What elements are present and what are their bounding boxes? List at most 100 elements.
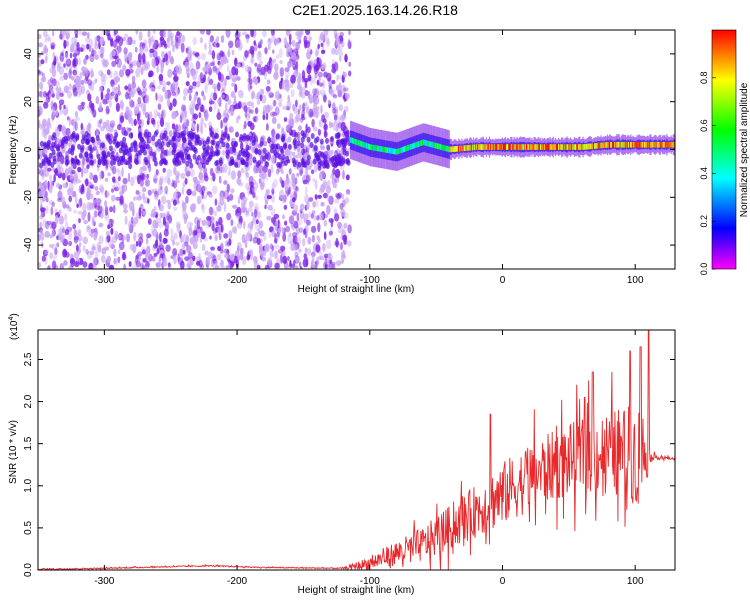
noise-mark bbox=[182, 121, 188, 130]
noise-mark bbox=[184, 165, 188, 174]
signal-ridge bbox=[642, 141, 645, 148]
signal-ridge bbox=[591, 143, 594, 150]
noise-mark bbox=[85, 67, 89, 78]
noise-mark bbox=[74, 121, 78, 131]
noise-mark bbox=[195, 183, 202, 193]
noise-mark bbox=[275, 152, 280, 159]
noise-mark bbox=[119, 69, 124, 78]
signal-ridge bbox=[407, 145, 409, 151]
noise-mark bbox=[67, 90, 72, 99]
signal-ridge bbox=[518, 144, 520, 150]
noise-mark bbox=[264, 264, 270, 269]
noise-mark bbox=[271, 245, 275, 252]
noise-mark bbox=[327, 179, 331, 188]
noise-mark bbox=[40, 89, 43, 99]
noise-mark bbox=[115, 151, 119, 158]
noise-mark bbox=[297, 131, 302, 141]
noise-mark bbox=[127, 156, 132, 163]
noise-mark bbox=[222, 163, 228, 174]
noise-mark bbox=[317, 194, 322, 199]
noise-mark bbox=[214, 234, 218, 242]
signal-ridge bbox=[663, 141, 665, 148]
noise-mark bbox=[214, 86, 217, 94]
noise-mark bbox=[224, 102, 228, 111]
noise-mark bbox=[74, 111, 78, 118]
noise-mark bbox=[163, 43, 168, 49]
noise-mark bbox=[225, 152, 230, 159]
noise-mark bbox=[335, 260, 342, 267]
noise-mark bbox=[237, 170, 242, 178]
noise-mark bbox=[242, 151, 247, 158]
noise-mark bbox=[160, 158, 165, 165]
signal-ridge bbox=[429, 141, 431, 147]
signal-ridge bbox=[660, 141, 663, 148]
noise-mark bbox=[289, 117, 295, 127]
noise-mark bbox=[114, 76, 121, 83]
noise-mark bbox=[325, 239, 332, 250]
noise-mark bbox=[201, 162, 206, 169]
noise-mark bbox=[330, 89, 334, 96]
noise-mark bbox=[158, 73, 164, 82]
noise-mark bbox=[264, 47, 268, 55]
noise-mark bbox=[327, 99, 331, 105]
noise-mark bbox=[209, 206, 213, 215]
noise-mark bbox=[102, 98, 108, 105]
signal-ridge bbox=[442, 144, 444, 151]
snr-series-line bbox=[38, 330, 675, 570]
signal-ridge bbox=[548, 144, 550, 150]
noise-mark bbox=[93, 140, 99, 150]
noise-mark bbox=[197, 231, 202, 238]
noise-mark bbox=[230, 219, 234, 227]
signal-ridge bbox=[650, 141, 652, 148]
noise-mark bbox=[151, 189, 155, 194]
noise-mark bbox=[109, 120, 116, 128]
noise-mark bbox=[209, 100, 215, 105]
noise-mark bbox=[88, 144, 93, 151]
signal-ridge bbox=[399, 147, 402, 154]
noise-mark bbox=[167, 262, 171, 268]
noise-mark bbox=[99, 118, 103, 124]
noise-mark bbox=[108, 145, 113, 152]
colorbar-frame bbox=[711, 29, 737, 270]
signal-ridge bbox=[513, 144, 515, 150]
noise-mark bbox=[158, 259, 161, 268]
noise-mark bbox=[169, 33, 175, 38]
noise-mark bbox=[217, 98, 221, 104]
noise-mark bbox=[110, 195, 116, 202]
noise-mark bbox=[59, 103, 62, 111]
signal-ridge bbox=[490, 144, 492, 150]
noise-mark bbox=[40, 207, 46, 213]
noise-mark bbox=[205, 256, 211, 266]
signal-ridge bbox=[452, 146, 455, 152]
noise-mark bbox=[180, 172, 186, 180]
noise-mark bbox=[61, 196, 66, 206]
noise-mark bbox=[81, 134, 86, 141]
noise-mark bbox=[255, 115, 259, 122]
noise-mark bbox=[282, 195, 285, 204]
signal-ridge bbox=[562, 144, 564, 150]
noise-mark bbox=[265, 161, 269, 168]
noise-mark bbox=[79, 147, 84, 153]
noise-mark bbox=[72, 223, 77, 230]
noise-mark bbox=[84, 151, 89, 158]
signal-ridge bbox=[658, 141, 661, 148]
signal-ridge bbox=[587, 143, 589, 150]
noise-mark bbox=[332, 121, 338, 131]
y-tick-label: 40 bbox=[23, 48, 34, 60]
noise-mark bbox=[206, 190, 209, 196]
noise-mark bbox=[119, 115, 125, 123]
noise-mark bbox=[87, 225, 91, 230]
signal-ridge bbox=[578, 144, 580, 150]
noise-mark bbox=[289, 60, 293, 68]
signal-ridge bbox=[382, 146, 385, 153]
noise-mark bbox=[139, 166, 144, 176]
signal-ridge bbox=[444, 145, 446, 151]
noise-mark bbox=[42, 30, 48, 38]
noise-mark bbox=[328, 230, 333, 236]
noise-mark bbox=[214, 127, 219, 134]
noise-mark bbox=[158, 221, 164, 228]
noise-mark bbox=[100, 71, 104, 78]
noise-mark bbox=[246, 101, 253, 107]
noise-mark bbox=[136, 195, 142, 201]
noise-mark bbox=[283, 179, 289, 190]
